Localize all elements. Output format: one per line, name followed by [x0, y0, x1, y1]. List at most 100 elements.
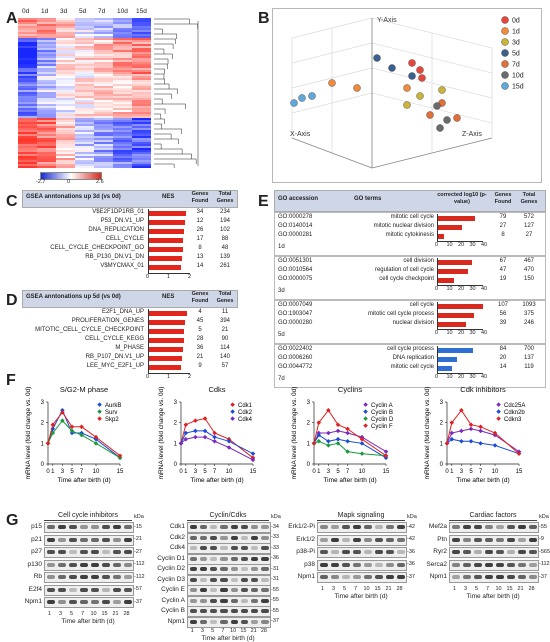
total-genes: 470 [523, 267, 534, 273]
blot-band [57, 525, 66, 529]
blot-band [189, 535, 197, 540]
chart-title: Cdks [208, 385, 225, 394]
blot-band [68, 550, 77, 554]
legend-marker [230, 402, 235, 407]
series-point [335, 436, 341, 442]
blot-band [79, 525, 88, 529]
go-accession: GO:0010564 [278, 267, 313, 273]
blot-strip [449, 522, 539, 533]
blot-band [199, 619, 207, 624]
blot-band [261, 525, 269, 529]
blot-band [506, 550, 515, 554]
blot-band [396, 562, 405, 567]
blot-band [374, 537, 383, 542]
x-tick-label: 3 [194, 469, 198, 475]
protein-label: Serca2 [426, 560, 447, 568]
legend-label: Cyclin F [371, 424, 393, 430]
legend-label: Cdc25A [504, 403, 525, 409]
series-point [459, 439, 464, 444]
lane-label: 15 [506, 585, 513, 592]
lane-label: 5 [474, 585, 479, 592]
blot-band [101, 537, 110, 542]
pvalue-axis-left [437, 302, 438, 329]
heatmap-column-label: 5d [79, 8, 87, 15]
x-tick-label: 1 [51, 469, 55, 475]
blot-band [199, 525, 207, 529]
series-point [516, 451, 522, 456]
genes-found: 8 [501, 232, 505, 238]
blot-band [210, 577, 218, 582]
blot-band [220, 525, 228, 529]
legend-marker [363, 409, 368, 414]
blot-band [189, 546, 197, 550]
blot-band [473, 562, 482, 567]
lane-label: 5 [69, 610, 74, 617]
x-tick-label: 7 [346, 469, 350, 475]
go-term: cell cycle process [386, 346, 434, 352]
pvalue-tick: 10 [446, 330, 453, 336]
lane-label: 1 [47, 610, 52, 617]
kda-value: -31 [271, 576, 279, 582]
blot-band [90, 550, 99, 554]
blot-band [506, 537, 515, 542]
legend-marker [230, 409, 235, 414]
total-genes: 150 [523, 276, 534, 282]
blot-x-label: Time after birth (d) [61, 617, 115, 625]
legend-label: 10d [512, 73, 524, 80]
pvalue-tick: 30 [469, 374, 476, 380]
blot-band [101, 587, 110, 592]
legend-label: 3d [512, 40, 520, 47]
blot-band [57, 550, 66, 554]
series-point [345, 439, 350, 444]
kda-header: kDa [407, 514, 417, 520]
x-tick-label: 15 [383, 469, 390, 475]
legend-label: 1d [512, 29, 520, 36]
blot-band [46, 525, 55, 529]
blot-band [517, 562, 526, 567]
lane-label: 10 [495, 585, 502, 592]
blot-band [330, 537, 339, 542]
protein-label: p27 [31, 548, 42, 555]
blot-band [341, 562, 350, 567]
header-found: Genes Found [494, 192, 512, 205]
blot-band [68, 587, 77, 592]
blot-band [112, 550, 121, 554]
blot-band [79, 587, 88, 592]
pca-point [426, 111, 434, 119]
protein-label: Cyclin D3 [157, 575, 185, 583]
go-day-label: 3d [278, 288, 285, 294]
gsea-bar [148, 228, 185, 234]
blot-band [220, 609, 228, 613]
gsea-bar [148, 237, 184, 243]
chart-title: Cyclins [338, 385, 362, 394]
blot-band [462, 537, 471, 542]
x-axis-label: Time after birth (d) [190, 477, 243, 484]
kda-header: kDa [539, 514, 549, 520]
gsea-bar [148, 255, 182, 261]
go-term: cell division [403, 258, 434, 264]
header-nes: NES [162, 194, 175, 200]
blot-band [374, 562, 383, 567]
blot-band [240, 546, 248, 550]
y-axis-label: Y-Axis [377, 17, 397, 24]
series-point [359, 441, 365, 446]
header-total: Total Genes [216, 191, 234, 204]
series-point [79, 424, 84, 430]
x-tick-label: 1 [317, 469, 321, 475]
pvalue-tick: 20 [458, 242, 465, 248]
gsea-term: V$MYCMAX_01 [100, 263, 144, 269]
genes-found: 19 [499, 276, 507, 282]
blot-band [462, 550, 471, 554]
legend-label: 7d [512, 62, 520, 69]
blot-band [396, 575, 405, 579]
pvalue-tick: 40 [481, 286, 488, 292]
series-point [468, 439, 474, 444]
y-tick-label: 0 [440, 462, 444, 468]
blot-band [352, 575, 361, 579]
protein-label: p15 [31, 523, 42, 530]
blot-band [189, 598, 197, 603]
x-axis-label: Time after birth (d) [57, 477, 110, 484]
header-nes: NES [162, 294, 175, 300]
kda-value: -36 [271, 555, 279, 561]
series-point [449, 420, 455, 425]
